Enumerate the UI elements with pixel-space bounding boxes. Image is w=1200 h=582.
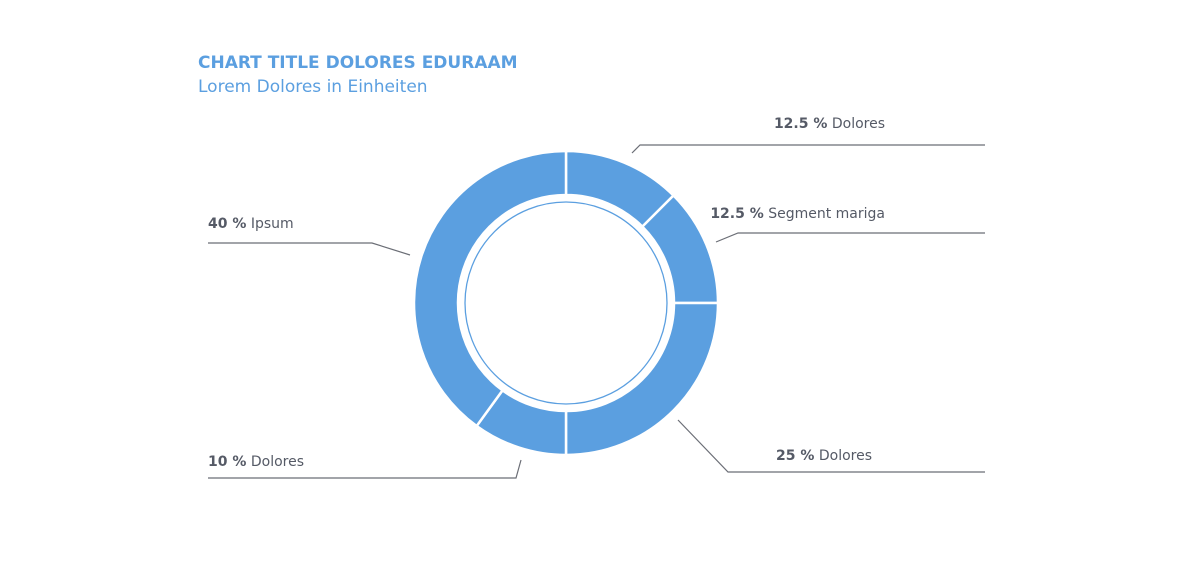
slice-label: 40 % Ipsum [208, 216, 294, 232]
chart-title: CHART TITLE DOLORES EDURAAM [198, 53, 518, 73]
slice-category-label: Ipsum [251, 216, 294, 232]
slice-value-label: 25 % [776, 448, 814, 464]
slice-category-label: Dolores [251, 454, 304, 470]
inner-ring [464, 201, 668, 405]
leader-line [208, 459, 522, 479]
slice-category-label: Dolores [819, 448, 872, 464]
slice-label: 10 % Dolores [208, 454, 304, 470]
donut-slice [564, 301, 720, 457]
slice-label: 25 % Dolores [776, 448, 872, 464]
slice-category-label: Segment mariga [768, 206, 885, 222]
slice-label: 12.5 % Dolores [774, 116, 885, 132]
slice-value-label: 40 % [208, 216, 246, 232]
leader-line [631, 144, 985, 154]
leader-line [677, 419, 985, 473]
slice-label: 12.5 % Segment mariga [710, 206, 885, 222]
slice-category-label: Dolores [832, 116, 885, 132]
chart-subtitle: Lorem Dolores in Einheiten [198, 77, 428, 97]
leader-line [715, 232, 985, 243]
slice-value-label: 12.5 % [710, 206, 763, 222]
donut-slice [412, 149, 568, 428]
slice-value-label: 12.5 % [774, 116, 827, 132]
slice-value-label: 10 % [208, 454, 246, 470]
leader-line [208, 242, 411, 256]
